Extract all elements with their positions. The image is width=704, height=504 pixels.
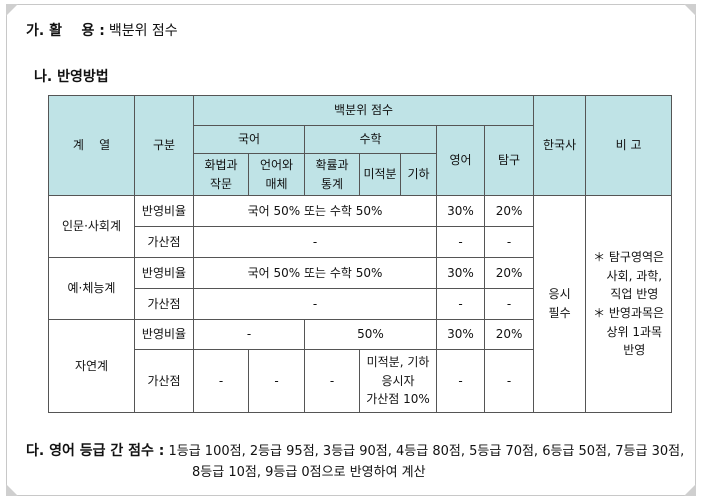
header-korean: 국어 (193, 125, 305, 154)
usage-label: 가. 활 용 : (26, 23, 105, 39)
science-korean-ratio: - (193, 319, 305, 350)
header-eoneo: 언어와 매체 (248, 153, 305, 196)
arts-english-bonus: - (436, 288, 485, 320)
usage-line: 가. 활 용 : 백분위 점수 (26, 20, 178, 40)
science-hwakryul-bonus: - (304, 349, 360, 413)
english-grade-scores: 다. 영어 등급 간 점수 : 1등급 100점, 2등급 95점, 3등급 9… (26, 440, 684, 484)
category-arts: 예·체능계 (48, 257, 135, 320)
history-required: 응시 필수 (533, 195, 587, 413)
arts-inquiry: 20% (483, 257, 535, 289)
arts-english: 30% (436, 257, 485, 289)
corner-fold-bottom-left (6, 484, 18, 496)
category-science: 자연계 (48, 319, 135, 413)
science-inquiry: 20% (483, 319, 535, 350)
row-label-ratio: 반영비율 (134, 195, 194, 227)
category-humanities: 인문·사회계 (48, 195, 135, 258)
humanities-english-bonus: - (436, 226, 485, 258)
english-grade-line2: 8등급 10점, 9등급 0점으로 반영하여 계산 (192, 464, 426, 480)
humanities-ratio: 국어 50% 또는 수학 50% (193, 195, 437, 227)
science-english: 30% (436, 319, 485, 350)
arts-ratio: 국어 50% 또는 수학 50% (193, 257, 437, 289)
header-type: 구분 (134, 95, 194, 196)
header-inquiry: 탐구 (483, 125, 535, 196)
corner-fold-top-right (684, 4, 696, 16)
science-math-ratio: 50% (304, 319, 437, 350)
method-heading: 나. 반영방법 (34, 69, 109, 85)
humanities-english: 30% (436, 195, 485, 227)
header-remarks: 비 고 (585, 95, 673, 196)
header-category: 계 열 (48, 95, 135, 196)
corner-fold-bottom-right (684, 484, 696, 496)
header-math: 수학 (304, 125, 437, 154)
english-grade-label: 다. 영어 등급 간 점수 : (26, 443, 165, 459)
header-hwakryul: 확률과 통계 (304, 153, 360, 196)
header-giha: 기하 (400, 153, 437, 196)
science-hwabeop-bonus: - (193, 349, 249, 413)
corner-fold-top-left (6, 4, 18, 16)
header-english: 영어 (436, 125, 485, 196)
usage-value: 백분위 점수 (108, 23, 178, 39)
row-label-bonus: 가산점 (134, 288, 194, 320)
header-percentile: 백분위 점수 (192, 95, 535, 126)
header-hwabeop: 화법과 작문 (193, 153, 249, 196)
row-label-ratio: 반영비율 (134, 257, 194, 289)
english-grade-line1: 1등급 100점, 2등급 95점, 3등급 90점, 4등급 80점, 5등급… (168, 444, 685, 459)
row-label-bonus: 가산점 (134, 226, 194, 258)
row-label-bonus: 가산점 (134, 349, 194, 413)
row-label-ratio: 반영비율 (134, 319, 194, 350)
header-mijeok: 미적분 (359, 153, 401, 196)
arts-inquiry-bonus: - (483, 288, 535, 320)
science-calculus-geometry-bonus: 미적분, 기하 응시자 가산점 10% (359, 349, 437, 413)
science-inquiry-bonus: - (483, 349, 535, 413)
arts-bonus: - (193, 288, 437, 320)
humanities-bonus: - (193, 226, 437, 258)
humanities-inquiry: 20% (483, 195, 535, 227)
score-table: 계 열 구분 백분위 점수 한국사 비 고 국어 수학 영어 탐구 화법과 작문… (48, 95, 673, 413)
science-english-bonus: - (436, 349, 485, 413)
science-eoneo-bonus: - (248, 349, 305, 413)
remarks-note: ＊ 탐구영역은 사회, 과학, 직업 반영 ＊ 반영과목은 상위 1과목 반영 (585, 195, 673, 413)
humanities-inquiry-bonus: - (483, 226, 535, 258)
header-history: 한국사 (533, 95, 587, 196)
